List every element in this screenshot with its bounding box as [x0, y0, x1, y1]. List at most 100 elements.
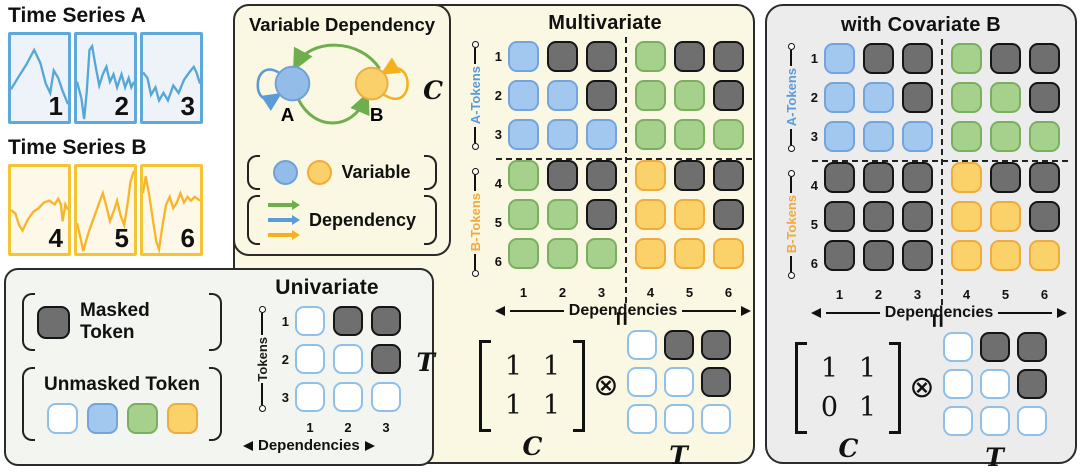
dependency-graph: A B C: [239, 38, 445, 150]
unmasked-token-green: [635, 119, 666, 150]
bracket-left: [247, 195, 260, 245]
kronecker-product-icon: ⊗: [593, 368, 619, 403]
unmasked-token-yellow: [674, 199, 705, 230]
unmasked-token-green: [586, 238, 617, 269]
c-matrix-symbol: C: [522, 431, 543, 461]
token-row: [824, 240, 1060, 271]
quadrant-divider-horizontal: [496, 158, 752, 160]
sparkline-a3: [143, 64, 200, 104]
t-mask-grid: [942, 332, 1047, 443]
quadrant-divider-horizontal: [812, 160, 1068, 162]
a-tokens-axis-label: A-Tokens: [783, 68, 799, 127]
right-arrowhead-icon: [1057, 308, 1068, 318]
sparkline-a1: [11, 47, 68, 105]
c-matrix-symbol: C: [838, 433, 859, 463]
unmasked-token-legend: Unmasked Token: [22, 366, 222, 441]
masked-token: [863, 162, 894, 193]
unmasked-token-icon: [86, 402, 118, 434]
matrix-value: 0: [820, 391, 839, 423]
token-row: [824, 82, 1060, 113]
unmasked-token-blue: [508, 80, 539, 111]
dependencies-label: Dependencies: [258, 437, 360, 454]
t-grid-block: = T: [922, 313, 1047, 472]
t-matrix-symbol: T: [416, 348, 435, 377]
node-b-circle: [354, 66, 389, 101]
masked-token: [1029, 43, 1060, 74]
row-labels: 1 2 3 4 5 6: [488, 41, 502, 285]
time-series-a-title: Time Series A: [8, 4, 146, 27]
quadrant-divider-vertical: [941, 39, 943, 305]
masked-token: [902, 240, 933, 271]
node-a-label: A: [281, 104, 295, 125]
unmasked-token-green: [547, 199, 578, 230]
col-label: 3: [597, 285, 606, 300]
masked-token: [700, 330, 731, 360]
bracket-right: [209, 366, 222, 441]
dependencies-label: Dependencies: [884, 304, 994, 321]
patch-number: 5: [114, 223, 129, 254]
sparkline-b6: [143, 176, 200, 253]
masked-token: [990, 162, 1021, 193]
masked-token: [663, 330, 694, 360]
unmasked-token-label: Unmasked Token: [44, 373, 200, 395]
variable-legend-label: Variable: [341, 162, 411, 182]
unmasked-token-yellow: [635, 199, 666, 230]
token-row: [942, 369, 1047, 399]
covariate-equation: 1 1 0 1 C ⊗ = T: [795, 313, 1047, 472]
ts-b-patch-5: 5: [74, 164, 137, 256]
token-row: [508, 160, 744, 191]
matrix-bracket-left: [795, 341, 808, 434]
covariate-title: with Covariate B: [841, 14, 1001, 36]
covariate-mask-grid: [812, 39, 1068, 305]
unmasked-token-green: [674, 119, 705, 150]
col-label: 6: [1040, 287, 1049, 302]
row-label: 1: [810, 51, 818, 66]
t-grid-block: = T: [606, 311, 731, 468]
masked-token: [586, 41, 617, 72]
unmasked-token-white: [333, 382, 363, 412]
axis-endpoint-icon: [787, 145, 795, 153]
token-row: [626, 367, 731, 397]
unmasked-token-yellow: [951, 201, 982, 232]
row-label: 3: [494, 127, 502, 142]
node-b-label: B: [370, 104, 384, 125]
token-legends: Masked Token Unmasked Token: [6, 270, 222, 464]
unmasked-token-white: [295, 382, 325, 412]
right-arrowhead-icon: [741, 306, 752, 316]
axis-endpoint-icon: [787, 272, 795, 280]
unmasked-token-blue: [824, 82, 855, 113]
token-row: [824, 201, 1060, 232]
multivariate-section: Multivariate A-Tokens B-Tokens 1 2 3 4 5 6: [459, 12, 752, 468]
matrix-value: 1: [858, 391, 877, 423]
t-matrix-symbol: T: [985, 443, 1004, 472]
row-label: 3: [281, 389, 289, 405]
token-row: [824, 121, 1060, 152]
unmasked-token-white: [663, 367, 694, 397]
dependency-arrows-icon: [267, 200, 300, 240]
unmasked-token-white: [979, 369, 1010, 399]
unmasked-token-green: [508, 238, 539, 269]
unmasked-token-yellow: [635, 160, 666, 191]
token-row: [295, 382, 401, 412]
masked-token: [990, 43, 1021, 74]
row-label: 6: [810, 256, 818, 271]
unmasked-token-blue: [586, 119, 617, 150]
bracket-left: [22, 366, 35, 441]
patch-number: 3: [180, 91, 195, 122]
unmasked-token-green: [547, 238, 578, 269]
col-label: 6: [724, 285, 733, 300]
token-row: [295, 344, 401, 374]
univariate-section: Univariate Tokens 1 2 3 T 1 2 3 Dependencies: [222, 270, 435, 464]
unmasked-token-white: [942, 332, 973, 362]
multivariate-mask-grid: [496, 37, 752, 303]
unmasked-token-green: [951, 43, 982, 74]
rotated-equals-icon: =: [606, 311, 635, 326]
bracket-left: [22, 293, 35, 352]
unmasked-token-blue: [863, 121, 894, 152]
dependency-legend: Dependency: [247, 195, 437, 245]
univariate-panel: Masked Token Unmasked Token Univariate T…: [4, 268, 435, 466]
green-arrow-icon: [267, 200, 300, 210]
row-label: 2: [810, 90, 818, 105]
unmasked-token-white: [942, 369, 973, 399]
col-label: 2: [344, 420, 352, 435]
